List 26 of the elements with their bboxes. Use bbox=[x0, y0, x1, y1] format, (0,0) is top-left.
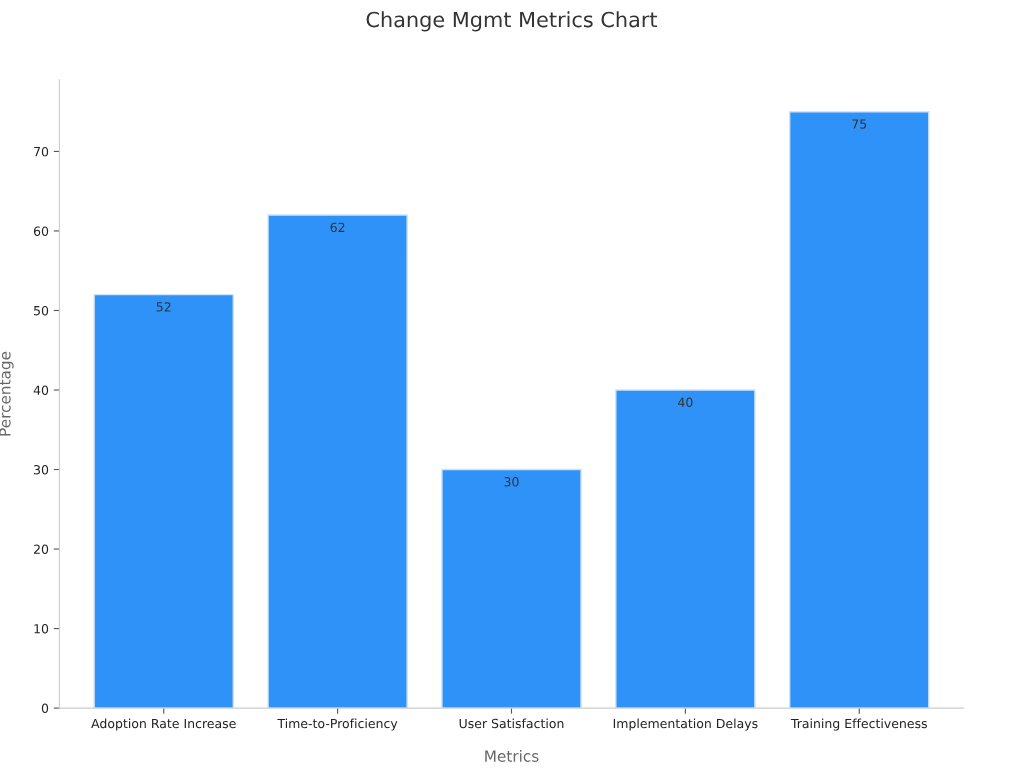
data-label: 52 bbox=[156, 302, 171, 312]
y-tick-label: 50 bbox=[34, 305, 49, 316]
x-tick-label: User Satisfaction bbox=[459, 718, 564, 729]
y-tick-label: 40 bbox=[33, 385, 49, 395]
y-tick-label: 30 bbox=[34, 465, 49, 475]
y-tick-label: 0 bbox=[41, 703, 49, 714]
bar bbox=[93, 293, 234, 709]
x-axis-title: Metrics bbox=[485, 750, 539, 762]
y-tick-label: 20 bbox=[33, 544, 49, 554]
data-label: 40 bbox=[678, 397, 693, 408]
y-tick-label: 10 bbox=[34, 624, 49, 634]
x-tick-label: Time-to-Proficiency bbox=[277, 718, 398, 731]
chart-title: Change Mgmt Metrics Chart bbox=[366, 11, 658, 32]
x-tick-label: Adoption Rate Increase bbox=[91, 718, 236, 731]
data-label: 75 bbox=[852, 119, 867, 129]
data-label: 62 bbox=[330, 222, 345, 233]
y-tick-label: 70 bbox=[34, 146, 49, 157]
bar bbox=[267, 214, 408, 709]
bar bbox=[441, 468, 582, 709]
x-tick-label: Implementation Delays bbox=[613, 718, 758, 731]
y-tick-label: 60 bbox=[33, 226, 49, 236]
bar bbox=[789, 110, 930, 709]
x-tick-label: Training Effectiveness bbox=[790, 718, 927, 731]
data-label: 30 bbox=[504, 477, 519, 487]
bar bbox=[615, 389, 756, 709]
y-axis-title: Percentage bbox=[0, 351, 14, 436]
